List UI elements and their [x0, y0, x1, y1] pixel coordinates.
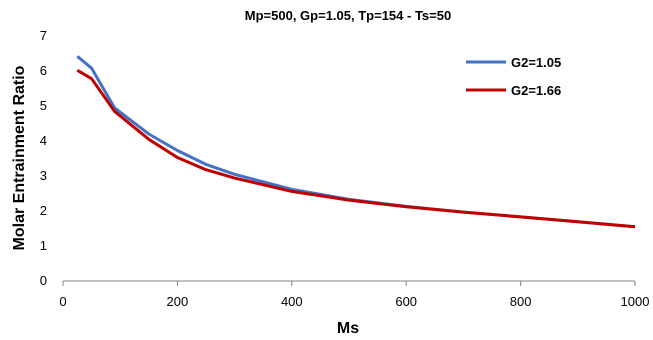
legend-label: G2=1.66 — [511, 83, 561, 98]
y-tick-label: 6 — [40, 63, 47, 78]
x-tick-label: 1000 — [621, 294, 650, 309]
y-tick-label: 0 — [40, 273, 47, 288]
x-tick-label: 200 — [167, 294, 189, 309]
y-tick-label: 7 — [40, 28, 47, 43]
x-axis-label: Ms — [337, 320, 359, 337]
y-tick-label: 2 — [40, 203, 47, 218]
x-axis-ticks: 0 200 400 600 800 1000 — [59, 281, 649, 309]
y-axis-ticks: 0 1 2 3 4 5 6 7 — [40, 28, 47, 288]
y-tick-label: 4 — [40, 133, 47, 148]
y-tick-label: 5 — [40, 98, 47, 113]
series-line-2 — [76, 69, 636, 229]
y-tick-label: 3 — [40, 168, 47, 183]
x-tick-label: 0 — [59, 294, 66, 309]
x-tick-label: 400 — [281, 294, 303, 309]
legend: G2=1.05 G2=1.66 — [466, 55, 561, 98]
legend-label: G2=1.05 — [511, 55, 561, 70]
chart-title: Mp=500, Gp=1.05, Tp=154 - Ts=50 — [245, 8, 451, 23]
x-tick-label: 800 — [510, 294, 532, 309]
x-tick-label: 600 — [395, 294, 417, 309]
y-axis-label: Molar Entrainment Ratio — [11, 65, 28, 250]
series-lines — [76, 55, 636, 229]
y-tick-label: 1 — [40, 238, 47, 253]
